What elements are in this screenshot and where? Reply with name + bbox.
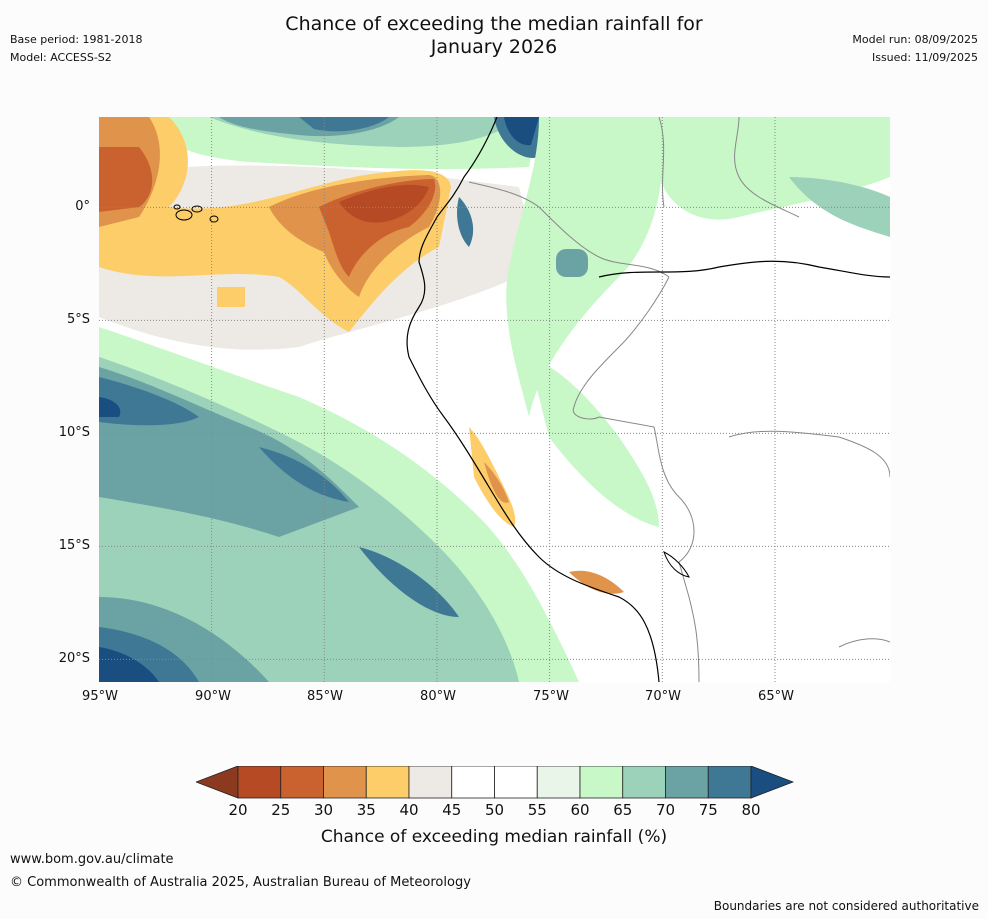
colorbar-label: Chance of exceeding median rainfall (%) [320,827,668,847]
lon-label-85w: 85°W [307,689,343,704]
lon-label-90w: 90°W [195,689,231,704]
colorbar-tick-label: 35 [356,801,376,819]
lat-label-5s: 5°S [66,312,90,327]
colorbar-arrow-low [196,766,239,799]
wet-region-andes-south [529,357,659,527]
dry-region-25 [339,184,429,223]
colorbar-segment [237,766,282,799]
dry-patch-south [569,570,624,594]
colorbar-tick-label: 50 [484,801,505,819]
colorbar-tick-label: 60 [570,801,590,819]
colorbar-tick-label: 65 [613,801,633,819]
issued-date: Issued: 11/09/2025 [871,51,978,64]
lat-label-0: 0° [75,199,90,214]
colorbar-segment [665,766,709,799]
dry-patch [217,287,245,307]
colorbar-tick-label: 80 [741,801,761,819]
lon-label-80w: 80°W [420,689,456,704]
wet-patch-south-central [359,547,459,617]
dry-region-30-west [99,147,153,212]
disclaimer-text: Boundaries are not considered authoritat… [713,899,979,913]
wet-region-coast-north-core [504,117,539,146]
lat-label-15s: 15°S [58,538,90,553]
wet-region-southwest-80 [99,647,159,682]
wet-region-south-80 [99,397,121,417]
model-run: Model run: 08/09/2025 [852,33,978,46]
colorbar-segment [365,766,410,799]
lon-label-70w: 70°W [645,689,681,704]
map-gridlines [99,117,890,682]
colorbar-segment [536,766,581,799]
lon-label-75w: 75°W [533,689,569,704]
colorbar-segment [494,766,538,799]
colorbar-tick-label: 30 [313,801,334,819]
rainfall-map[interactable] [99,117,890,682]
copyright-text: © Commonwealth of Australia 2025, Austra… [10,875,471,890]
galapagos-islands [173,204,219,223]
base-period: Base period: 1981-2018 [10,33,143,46]
website-link[interactable]: www.bom.gov.au/climate [10,852,174,867]
wet-patch-coastal [457,197,474,247]
title-line-1: Chance of exceeding the median rainfall … [285,13,703,35]
colorbar-segment [451,766,495,799]
colorbar-segment [323,766,367,799]
colorbar-tick-label: 55 [527,801,547,819]
colorbar-tick-label: 75 [698,801,718,819]
wet-patch-central [259,447,349,502]
wet-region-amazon-northeast [789,177,890,237]
wet-patch-inland [556,249,588,277]
colorbar-arrow-high [750,766,795,799]
meta-right: Model run: 08/09/2025 Issued: 11/09/2025 [852,31,978,67]
colorbar-segment [280,766,324,799]
lake-titicaca [663,551,690,578]
colorbar-segment [707,766,752,799]
colorbar-tick-label: 70 [655,801,676,819]
colorbar-segment [579,766,624,799]
dry-coastal-strip-core [484,462,509,503]
colorbar-tick-label: 25 [271,801,291,819]
title-line-2: January 2026 [430,36,558,58]
lat-label-10s: 10°S [58,425,90,440]
colorbar-tick-label: 45 [442,801,462,819]
model-name: Model: ACCESS-S2 [10,51,112,64]
colorbar-segment [622,766,666,799]
national-boundaries [468,117,890,682]
colorbar [196,766,795,799]
map-title: Chance of exceeding the median rainfall … [0,13,988,59]
lon-label-65w: 65°W [758,689,794,704]
colorbar-tick-label: 40 [399,801,419,819]
colorbar-segment [408,766,453,799]
coastline [406,117,890,682]
wet-region-south-75 [99,377,199,426]
meta-left: Base period: 1981-2018 Model: ACCESS-S2 [10,31,142,67]
lat-label-20s: 20°S [58,651,90,666]
colorbar-tick-label: 20 [228,801,248,819]
lon-label-95w: 95°W [82,689,118,704]
wet-region-north-core [299,117,389,132]
